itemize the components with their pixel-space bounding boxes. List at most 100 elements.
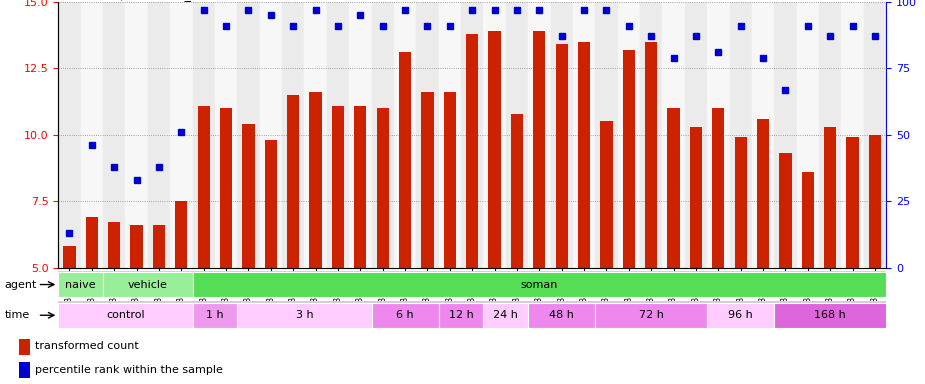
Bar: [376, 108, 388, 268]
Bar: [287, 95, 300, 268]
Bar: [779, 153, 792, 268]
Bar: [596, 2, 618, 268]
Bar: [198, 106, 210, 268]
Bar: [103, 272, 192, 297]
Bar: [707, 303, 774, 328]
Bar: [238, 2, 260, 268]
Bar: [623, 50, 635, 268]
Bar: [484, 303, 528, 328]
Bar: [864, 2, 886, 268]
Text: 3 h: 3 h: [296, 310, 314, 320]
Bar: [58, 272, 103, 297]
Bar: [153, 225, 166, 268]
Text: 1 h: 1 h: [206, 310, 224, 320]
Bar: [438, 2, 461, 268]
Bar: [242, 124, 254, 268]
Bar: [578, 42, 590, 268]
Text: agent: agent: [5, 280, 37, 290]
Text: 24 h: 24 h: [493, 310, 518, 320]
Bar: [774, 303, 886, 328]
Bar: [668, 108, 680, 268]
Text: 12 h: 12 h: [449, 310, 474, 320]
Bar: [618, 2, 640, 268]
Bar: [192, 272, 886, 297]
Bar: [58, 303, 192, 328]
Bar: [349, 2, 372, 268]
Bar: [332, 106, 344, 268]
Bar: [215, 2, 238, 268]
Bar: [511, 114, 524, 268]
Bar: [846, 137, 858, 268]
Bar: [310, 92, 322, 268]
Bar: [752, 2, 774, 268]
Bar: [372, 2, 394, 268]
Bar: [80, 2, 103, 268]
Text: naive: naive: [66, 280, 96, 290]
Bar: [506, 2, 528, 268]
Bar: [774, 2, 796, 268]
Bar: [63, 247, 76, 268]
Bar: [282, 2, 304, 268]
Bar: [220, 108, 232, 268]
Bar: [108, 222, 120, 268]
Bar: [533, 31, 546, 268]
Bar: [556, 45, 568, 268]
Bar: [573, 2, 596, 268]
Bar: [869, 135, 882, 268]
Bar: [712, 108, 724, 268]
Bar: [484, 2, 506, 268]
Bar: [824, 127, 836, 268]
Text: time: time: [5, 310, 30, 320]
Text: 72 h: 72 h: [639, 310, 663, 320]
Text: 48 h: 48 h: [549, 310, 574, 320]
Bar: [399, 52, 412, 268]
Text: percentile rank within the sample: percentile rank within the sample: [35, 364, 223, 375]
Bar: [662, 2, 684, 268]
Bar: [372, 303, 438, 328]
Bar: [18, 339, 30, 355]
Text: 168 h: 168 h: [814, 310, 846, 320]
Bar: [600, 121, 612, 268]
Bar: [645, 42, 658, 268]
Bar: [327, 2, 349, 268]
Bar: [192, 303, 238, 328]
Text: soman: soman: [521, 280, 558, 290]
Bar: [757, 119, 770, 268]
Bar: [416, 2, 438, 268]
Bar: [438, 303, 484, 328]
Text: control: control: [106, 310, 144, 320]
Bar: [528, 2, 550, 268]
Bar: [690, 127, 702, 268]
Bar: [394, 2, 416, 268]
Bar: [148, 2, 170, 268]
Bar: [86, 217, 98, 268]
Bar: [103, 2, 126, 268]
Text: vehicle: vehicle: [128, 280, 167, 290]
Bar: [734, 137, 746, 268]
Bar: [842, 2, 864, 268]
Bar: [802, 172, 814, 268]
Bar: [707, 2, 730, 268]
Bar: [192, 2, 215, 268]
Bar: [550, 2, 573, 268]
Bar: [126, 2, 148, 268]
Bar: [444, 92, 456, 268]
Bar: [596, 303, 707, 328]
Bar: [170, 2, 192, 268]
Bar: [260, 2, 282, 268]
Text: 6 h: 6 h: [396, 310, 413, 320]
Bar: [461, 2, 484, 268]
Bar: [58, 2, 80, 268]
Bar: [684, 2, 707, 268]
Bar: [819, 2, 842, 268]
Text: transformed count: transformed count: [35, 341, 139, 351]
Bar: [466, 34, 478, 268]
Bar: [354, 106, 366, 268]
Bar: [796, 2, 819, 268]
Text: GDS4940 / 1367973_at: GDS4940 / 1367973_at: [58, 0, 204, 1]
Bar: [640, 2, 662, 268]
Bar: [265, 140, 277, 268]
Bar: [730, 2, 752, 268]
Bar: [488, 31, 500, 268]
Bar: [130, 225, 142, 268]
